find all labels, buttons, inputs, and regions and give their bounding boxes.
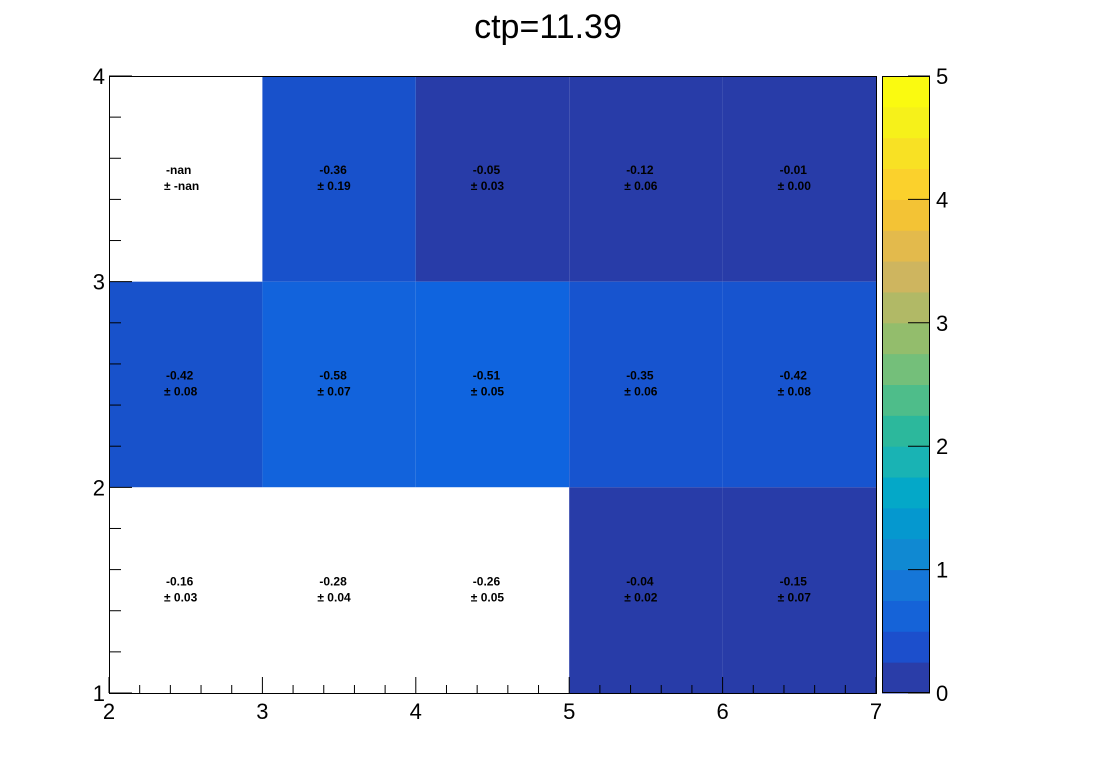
cell-value-label: -0.04 [626, 574, 654, 588]
colorbar-tick-label: 4 [936, 187, 948, 212]
cell-value-label: -0.01 [780, 163, 808, 177]
colorbar-swatch [882, 291, 930, 324]
cell-error-label: ± 0.00 [778, 179, 812, 193]
cell-error-label: ± 0.08 [164, 385, 198, 399]
y-tick-label: 4 [93, 64, 105, 89]
cell-value-label: -0.26 [473, 574, 501, 588]
cell-error-label: ± 0.07 [778, 590, 812, 604]
cell-value-label: -0.58 [319, 369, 347, 383]
cell-value-label: -0.15 [780, 574, 808, 588]
cell-value-label: -0.05 [473, 163, 501, 177]
plot-frame [109, 76, 877, 694]
colorbar-swatch [882, 322, 930, 355]
colorbar-swatch [882, 477, 930, 509]
heatmap-cell [262, 487, 416, 693]
colorbar-swatch [882, 415, 930, 447]
cell-value-label: -0.42 [166, 369, 194, 383]
cell-value-label: -0.35 [626, 369, 654, 383]
cell-error-label: ± 0.05 [471, 385, 505, 399]
cell-value-label: -0.12 [626, 163, 654, 177]
heatmap-cell [722, 487, 876, 693]
colorbar-swatch [882, 538, 930, 571]
colorbar-swatch [882, 353, 930, 385]
cell-error-label: ± 0.19 [317, 179, 351, 193]
x-tick-label: 4 [410, 699, 422, 724]
x-tick-label: 7 [870, 699, 882, 724]
cell-error-label: ± 0.03 [164, 590, 198, 604]
colorbar-swatch [882, 507, 930, 540]
heatmap-cells [109, 76, 876, 693]
cell-error-label: ± 0.06 [624, 179, 658, 193]
x-tick-label: 3 [256, 699, 268, 724]
colorbar-swatch [882, 662, 930, 694]
colorbar-swatch [882, 261, 930, 293]
colorbar-frame [882, 76, 930, 693]
colorbar-tick-label: 3 [936, 311, 948, 336]
heatmap-cell [262, 76, 416, 282]
cell-error-label: ± 0.06 [624, 385, 658, 399]
heatmap-cell [722, 76, 876, 282]
colorbar: 0 1 2 3 4 5 [882, 64, 948, 706]
cell-value-label: -nan [166, 163, 191, 177]
heatmap-cell [569, 281, 723, 488]
colorbar-swatch [882, 631, 930, 663]
colorbar-swatch [882, 199, 930, 231]
cell-error-label: ± 0.03 [471, 179, 505, 193]
cell-error-label: ± 0.05 [471, 590, 505, 604]
cell-error-label: ± 0.07 [317, 385, 351, 399]
x-tick-label: 2 [103, 699, 115, 724]
colorbar-swatch [882, 446, 930, 478]
heatmap-cell [415, 487, 570, 693]
y-tick-label: 3 [93, 270, 105, 295]
colorbar-swatch [882, 106, 930, 139]
colorbar-tick-label: 2 [936, 434, 948, 459]
cell-value-label: -0.28 [319, 574, 347, 588]
heatmap-cell [569, 487, 723, 693]
heatmap-cell [722, 281, 876, 488]
heatmap-cell [109, 281, 263, 488]
heatmap-cell [569, 76, 723, 282]
heatmap-cell [415, 76, 570, 282]
colorbar-tick-label: 1 [936, 558, 948, 583]
cell-value-label: -0.51 [473, 369, 501, 383]
y-tick-label: 2 [93, 475, 105, 500]
heatmap-cell-labels: -nan ± -nan -0.36 ± 0.19 -0.05 ± 0.03 -0.12 ± 0… [164, 163, 811, 604]
cell-value-label: -0.42 [780, 369, 808, 383]
colorbar-swatch [882, 569, 930, 601]
cell-error-label: ± 0.08 [778, 385, 812, 399]
colorbar-swatch [882, 230, 930, 262]
cell-value-label: -0.16 [166, 574, 194, 588]
heatmap-cell [109, 76, 263, 282]
colorbar-swatch [882, 600, 930, 632]
y-tick-label: 1 [93, 681, 105, 706]
x-tick-label: 6 [716, 699, 728, 724]
colorbar-swatch [882, 76, 930, 108]
x-tick-label: 5 [563, 699, 575, 724]
heatmap-cell [415, 281, 570, 488]
heatmap-cell [262, 281, 416, 488]
colorbar-swatch [882, 168, 930, 200]
cell-error-label: ± -nan [164, 179, 199, 193]
chart-title: ctp=11.39 [474, 8, 622, 46]
colorbar-swatch [882, 137, 930, 170]
cell-error-label: ± 0.02 [624, 590, 658, 604]
heatmap-cell [109, 487, 263, 693]
colorbar-tick-label: 0 [936, 681, 948, 706]
colorbar-swatch [882, 384, 930, 416]
cell-value-label: -0.36 [319, 163, 347, 177]
cell-error-label: ± 0.04 [317, 590, 351, 604]
colorbar-tick-label: 5 [936, 64, 948, 89]
